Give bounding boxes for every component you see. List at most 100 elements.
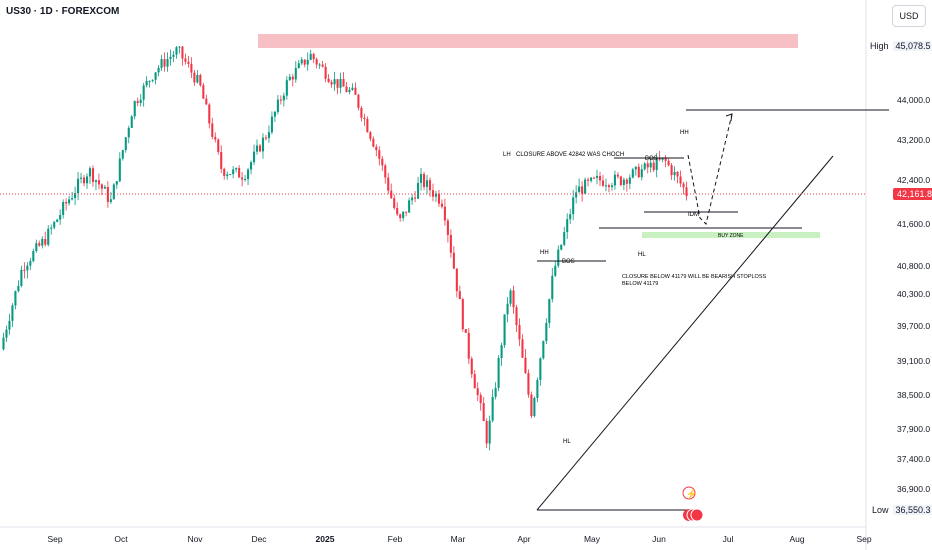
candle-body (348, 89, 351, 92)
candle-body (381, 158, 384, 166)
x-tick-label: Aug (789, 534, 804, 544)
candle-body (563, 232, 566, 245)
y-tick-label: 38,500.0 (897, 390, 930, 400)
y-tick-label: 42,400.0 (897, 175, 930, 185)
supply-zone[interactable] (258, 34, 798, 48)
candle-body (288, 76, 291, 81)
candle-body (217, 139, 220, 153)
projection-path[interactable] (687, 113, 733, 225)
earnings-event-icon-3[interactable] (690, 508, 704, 522)
candle-body (420, 174, 423, 183)
candle-body (476, 388, 479, 396)
currency-button[interactable]: USD (892, 5, 926, 27)
candle-body (241, 177, 244, 180)
candle-body (130, 116, 133, 128)
candle-body (587, 179, 590, 181)
x-tick-label: Nov (187, 534, 203, 544)
candle-body (8, 320, 11, 330)
annotation-bearish-2: BELOW 41179 (622, 281, 658, 287)
candle-body (62, 202, 65, 215)
candle-body (437, 193, 440, 204)
candle-body (628, 177, 631, 184)
candle-body (578, 186, 581, 193)
candle-body (88, 168, 92, 177)
candle-body (560, 244, 563, 250)
candle-body (312, 53, 315, 60)
candle-body (369, 132, 372, 139)
y-tick-label: 37,900.0 (897, 424, 930, 434)
candle-body (631, 169, 634, 178)
x-tick-label: 2025 (316, 534, 335, 544)
candle-body (512, 290, 515, 308)
annotation-hl-mid: HL (638, 252, 646, 258)
candle-body (509, 290, 512, 304)
candle-body (393, 198, 396, 208)
candle-body (455, 268, 458, 292)
candle-body (47, 228, 50, 245)
y-axis-ticks: 44,000.0 43,200.0 42,400.0 41,600.0 40,800.0… (897, 95, 930, 494)
candle-body (667, 160, 670, 166)
candle-body (235, 168, 238, 170)
candle-body (112, 184, 115, 200)
candle-body (160, 59, 163, 68)
candle-body (53, 221, 56, 228)
candle-body (285, 80, 288, 96)
x-tick-label: May (584, 534, 601, 544)
candle-body (300, 59, 303, 64)
candle-body (26, 265, 29, 271)
candle-body (521, 339, 524, 358)
candle-body (163, 59, 166, 67)
candle-body (309, 53, 312, 60)
lightning-event-icon[interactable] (682, 486, 696, 500)
candle-body (229, 174, 232, 176)
candles (2, 46, 688, 451)
candle-body (166, 59, 169, 67)
candle-body (408, 200, 411, 213)
candle-body (378, 150, 381, 159)
candle-body (431, 190, 435, 197)
candle-body (545, 322, 548, 342)
candle-body (610, 185, 613, 188)
candle-body (342, 79, 345, 87)
candle-body (604, 185, 608, 187)
candle-body (303, 59, 306, 65)
candle-body (193, 72, 196, 83)
candle-body (103, 187, 106, 189)
candle-body (139, 99, 142, 104)
candle-body (440, 203, 443, 207)
y-tick-label: 41,600.0 (897, 219, 930, 229)
candle-body (97, 180, 100, 185)
buy-zone[interactable] (642, 232, 820, 238)
candle-body (518, 325, 521, 340)
annotation-hh-mid: HH (540, 250, 549, 256)
candle-body (372, 138, 375, 147)
candle-body (133, 101, 136, 117)
candle-body (258, 145, 262, 152)
candle-body (598, 175, 602, 181)
candle-body (452, 252, 455, 269)
candle-body (23, 269, 26, 271)
candle-body (366, 118, 369, 133)
annotation-bos-top: BOS (645, 156, 658, 162)
candle-body (530, 394, 533, 417)
current-price-tag: 42,161.8 (893, 188, 932, 200)
event-icons[interactable]: ⚡ (682, 486, 704, 522)
candle-body (41, 238, 44, 246)
candle-body (616, 174, 619, 177)
candle-body (252, 151, 256, 163)
candle-body (640, 169, 643, 178)
candle-body (575, 192, 578, 198)
candle-body (106, 187, 109, 203)
candle-body (485, 421, 488, 444)
candle-body (315, 59, 318, 65)
candle-body (321, 64, 324, 67)
candle-body (673, 171, 676, 176)
candle-body (145, 81, 148, 86)
trendline[interactable] (536, 155, 834, 511)
candle-body (273, 111, 276, 117)
candle-body (339, 79, 342, 88)
candle-body (151, 79, 154, 81)
candle-body (422, 174, 426, 187)
annotation-bearish-1: CLOSURE BELOW 41179 WILL BE BEARISH STOP… (622, 274, 767, 280)
